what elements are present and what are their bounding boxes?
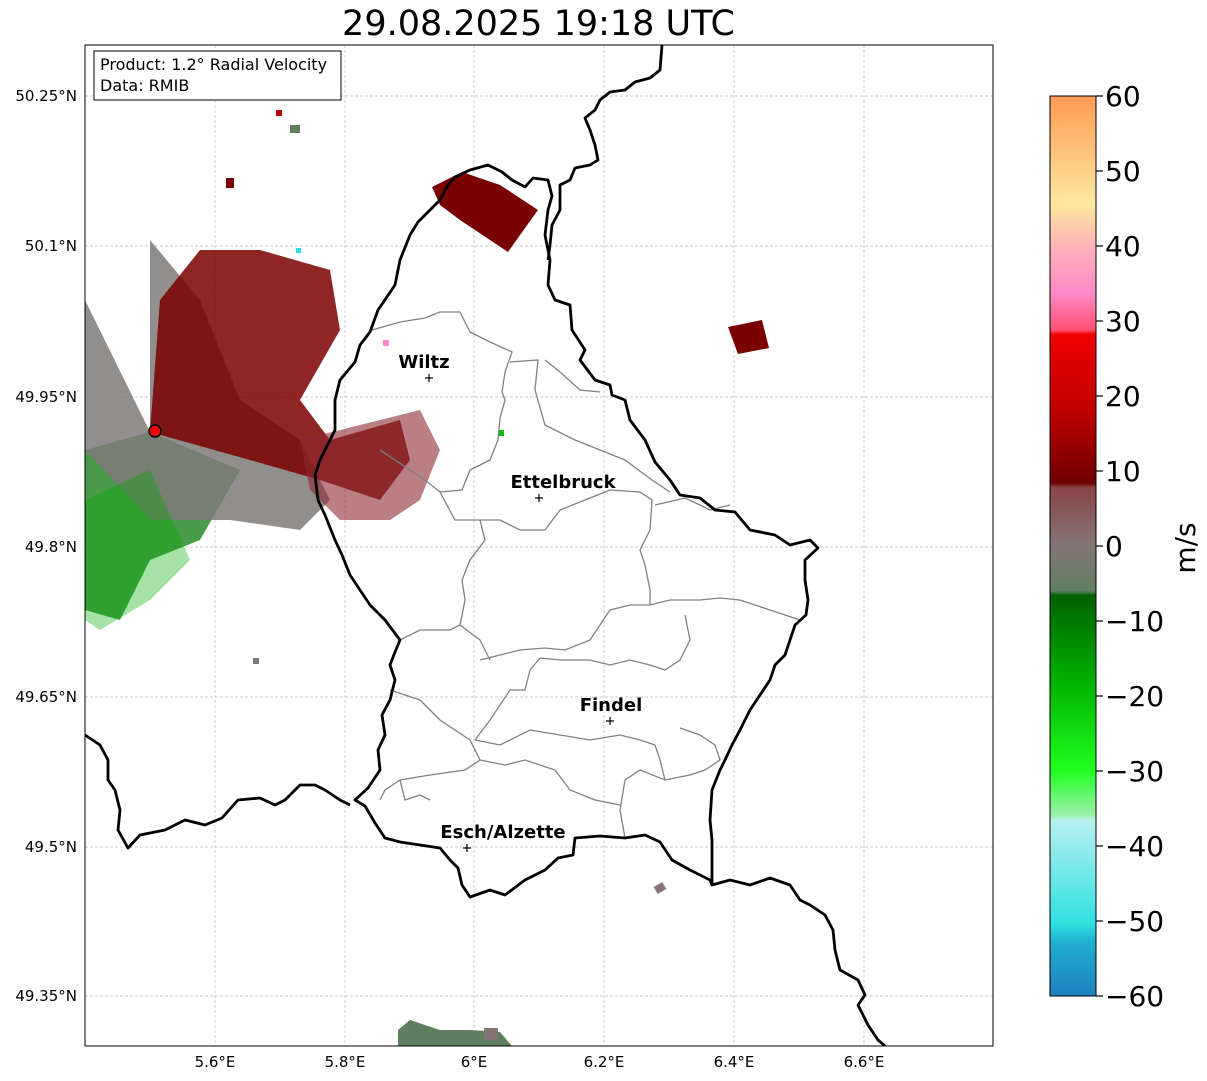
lat-tick: 50.1°N <box>25 237 77 255</box>
info-product: Product: 1.2° Radial Velocity <box>100 55 327 74</box>
lat-axis: 50.25°N 50.1°N 49.95°N 49.8°N 49.65°N 49… <box>15 87 77 1005</box>
colorbar-tick: −20 <box>1105 680 1164 713</box>
colorbar-tick: −40 <box>1105 830 1164 863</box>
echo-mixed-edge <box>300 410 440 520</box>
map-frame <box>84 44 994 1047</box>
info-data-source: Data: RMIB <box>100 76 189 95</box>
colorbar-gradient <box>1049 95 1097 997</box>
info-box: Product: 1.2° Radial Velocity Data: RMIB <box>93 50 342 101</box>
colorbar-tick: −10 <box>1105 605 1164 638</box>
colorbar-tick: 60 <box>1105 80 1141 113</box>
colorbar: 60 50 40 30 20 10 0 −10 −20 −30 −40 −50 … <box>1049 80 1202 1013</box>
lon-tick: 6.4°E <box>714 1053 755 1071</box>
city-label-esch: Esch/Alzette <box>440 822 565 843</box>
lon-tick: 6.2°E <box>584 1053 625 1071</box>
lat-tick: 49.35°N <box>15 987 77 1005</box>
lon-tick: 6.6°E <box>844 1053 885 1071</box>
lon-tick: 5.8°E <box>325 1053 366 1071</box>
luxembourg-border <box>313 163 820 899</box>
country-borders <box>85 45 886 1046</box>
colorbar-tick: 10 <box>1105 455 1141 488</box>
city-label-findel: Findel <box>580 695 643 716</box>
radar-echoes <box>85 110 769 1046</box>
echo-east-blob <box>728 320 769 354</box>
city-marker-ettelbruck <box>535 494 543 502</box>
echo-northeast-blob <box>432 172 538 252</box>
colorbar-tick: −30 <box>1105 755 1164 788</box>
colorbar-tick: −60 <box>1105 980 1164 1013</box>
colorbar-tick: 30 <box>1105 305 1141 338</box>
belgium-border-west <box>85 733 351 850</box>
lat-tick: 49.5°N <box>25 838 77 856</box>
colorbar-tick: −50 <box>1105 905 1164 938</box>
city-marker-esch <box>463 844 471 852</box>
echo-south-blob <box>398 1020 512 1046</box>
lat-tick: 49.95°N <box>15 388 77 406</box>
lat-tick: 50.25°N <box>15 87 77 105</box>
france-germany-border-south <box>711 876 886 1046</box>
city-label-wiltz: Wiltz <box>398 352 449 373</box>
commune-boundaries <box>371 311 801 839</box>
colorbar-tick: 40 <box>1105 230 1141 263</box>
page-title: 29.08.2025 19:18 UTC <box>342 4 735 44</box>
colorbar-tick: 50 <box>1105 155 1141 188</box>
colorbar-tick: 0 <box>1105 530 1123 563</box>
lon-tick: 6°E <box>461 1053 488 1071</box>
radar-site-marker <box>148 424 162 438</box>
germany-border-north <box>546 45 664 261</box>
colorbar-unit-label: m/s <box>1169 522 1202 573</box>
city-marker-wiltz <box>425 374 433 382</box>
colorbar-tick: 20 <box>1105 380 1141 413</box>
lat-tick: 49.8°N <box>25 538 77 556</box>
city-markers <box>425 374 614 852</box>
city-marker-findel <box>606 717 614 725</box>
echo-green-speckle <box>85 470 190 630</box>
city-label-ettelbruck: Ettelbruck <box>510 472 616 493</box>
map-grid <box>85 45 993 1046</box>
lon-axis: 5.6°E 5.8°E 6°E 6.2°E 6.4°E 6.6°E <box>195 1053 885 1071</box>
lat-tick: 49.65°N <box>15 688 77 706</box>
lon-tick: 5.6°E <box>195 1053 236 1071</box>
